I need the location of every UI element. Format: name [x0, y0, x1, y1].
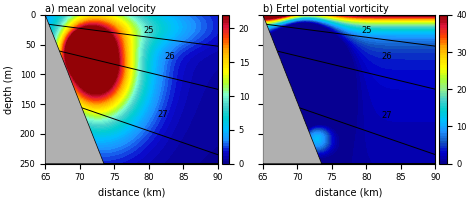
Text: 26: 26 [382, 52, 392, 61]
Text: 27: 27 [382, 112, 392, 121]
Text: a) mean zonal velocity: a) mean zonal velocity [45, 4, 156, 14]
Text: 25: 25 [361, 26, 372, 36]
Text: 27: 27 [157, 110, 168, 119]
Text: b) Ertel potential vorticity: b) Ertel potential vorticity [263, 4, 389, 14]
Y-axis label: depth (m): depth (m) [4, 65, 14, 114]
X-axis label: distance (km): distance (km) [316, 188, 383, 198]
X-axis label: distance (km): distance (km) [98, 188, 165, 198]
Text: 25: 25 [144, 26, 154, 36]
Text: 26: 26 [164, 52, 175, 61]
Polygon shape [263, 15, 436, 164]
Polygon shape [45, 15, 218, 164]
